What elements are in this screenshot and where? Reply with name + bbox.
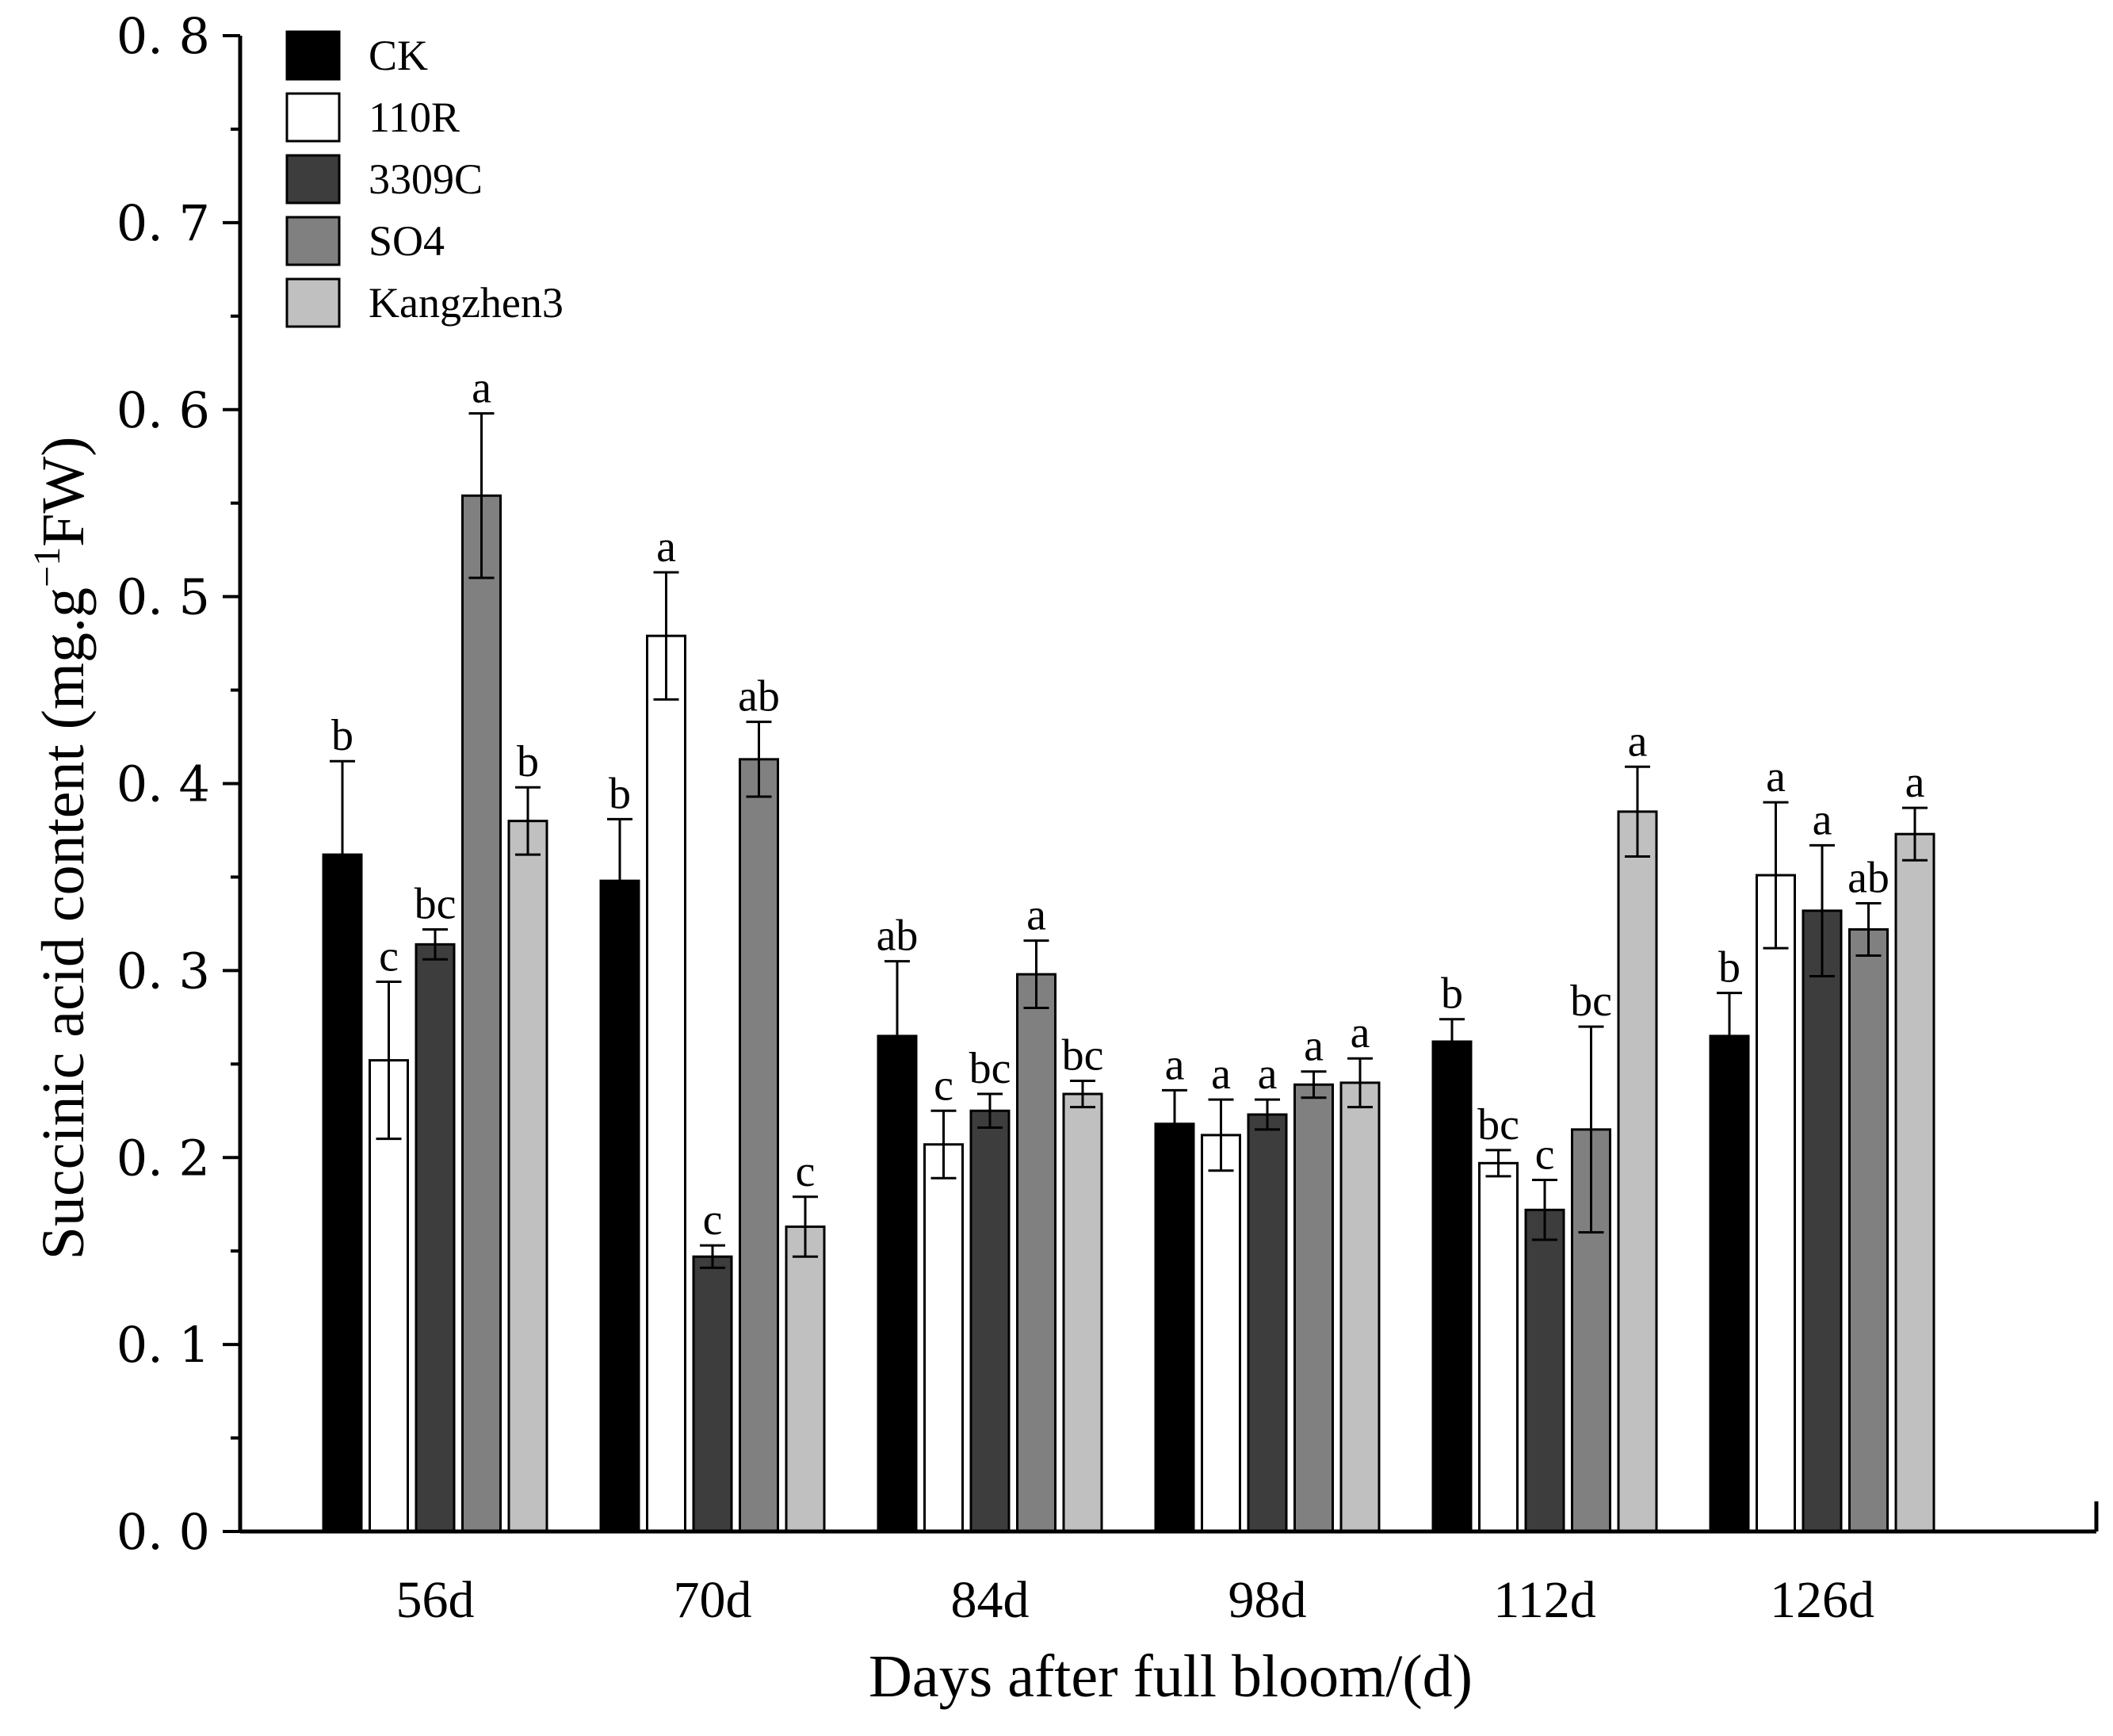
bar-Kangzhen3-56d — [507, 820, 548, 1533]
bar-SO4-98d — [1293, 1083, 1334, 1533]
y-tick-label: 0. 5 — [117, 568, 210, 626]
significance-label-3309C-126d: a — [1813, 795, 1832, 844]
significance-label-Kangzhen3-56d: b — [517, 737, 539, 786]
legend-label-3309C: 3309C — [369, 155, 483, 203]
y-tick-label: 0. 8 — [117, 7, 210, 65]
error-bars-layer — [330, 411, 1928, 1269]
significance-label-Kangzhen3-84d: bc — [1062, 1031, 1104, 1080]
significance-label-SO4-112d: bc — [1570, 977, 1612, 1026]
significance-label-3309C-56d: bc — [415, 879, 457, 928]
legend-label-SO4: SO4 — [369, 217, 445, 265]
legend-swatch-3309C — [285, 154, 341, 205]
bar-CK-56d — [322, 853, 363, 1533]
y-tick-label: 0. 3 — [117, 942, 210, 1000]
legend-label-CK: CK — [369, 32, 428, 79]
y-tick-label: 0. 2 — [117, 1129, 210, 1187]
x-category-label: 112d — [1493, 1571, 1596, 1629]
legend-label-Kangzhen3: Kangzhen3 — [369, 279, 564, 327]
x-category-label: 84d — [951, 1571, 1030, 1629]
y-tick-label: 0. 7 — [117, 194, 210, 252]
bar-110R-70d — [646, 634, 686, 1533]
legend-swatch-110R — [285, 92, 341, 143]
bar-Kangzhen3-126d — [1894, 832, 1935, 1533]
significance-label-SO4-98d: a — [1304, 1022, 1324, 1071]
bar-110R-126d — [1756, 874, 1796, 1533]
significance-label-CK-98d: a — [1165, 1040, 1185, 1089]
significance-label-110R-56d: c — [379, 932, 399, 981]
significance-label-CK-84d: ab — [877, 912, 919, 961]
legend-swatch-SO4 — [285, 216, 341, 266]
significance-label-CK-112d: b — [1441, 969, 1463, 1019]
bar-3309C-70d — [692, 1255, 733, 1533]
bar-Kangzhen3-98d — [1339, 1081, 1381, 1533]
y-axis-title-main: Succinic acid content (mg.g — [30, 587, 97, 1260]
significance-label-Kangzhen3-70d: c — [796, 1147, 816, 1196]
y-axis-title: Succinic acid content (mg.g−1FW) — [26, 437, 97, 1260]
bars-layer — [322, 494, 1935, 1533]
significance-label-SO4-56d: a — [472, 363, 491, 412]
significance-label-CK-56d: b — [331, 711, 353, 760]
bar-CK-70d — [599, 879, 640, 1533]
bar-110R-98d — [1201, 1134, 1241, 1533]
bar-3309C-84d — [969, 1109, 1011, 1533]
x-category-label: 56d — [396, 1571, 475, 1629]
bar-CK-112d — [1431, 1040, 1473, 1533]
legend-label-110R: 110R — [369, 94, 460, 141]
bar-3309C-126d — [1802, 909, 1843, 1533]
significance-label-SO4-70d: ab — [738, 672, 780, 721]
significance-label-CK-126d: b — [1718, 943, 1740, 992]
x-category-label: 70d — [674, 1571, 752, 1629]
significance-label-110R-98d: a — [1211, 1050, 1231, 1099]
bar-110R-112d — [1478, 1161, 1519, 1533]
significance-label-3309C-84d: bc — [969, 1044, 1011, 1093]
x-category-label: 126d — [1770, 1571, 1874, 1629]
y-tick-label: 0. 6 — [117, 381, 210, 439]
x-category-label: 98d — [1228, 1571, 1307, 1629]
x-axis-title: Days after full bloom/(d) — [869, 1643, 1473, 1710]
y-tick-label: 0. 1 — [117, 1316, 210, 1374]
significance-label-Kangzhen3-126d: a — [1905, 758, 1925, 807]
bar-SO4-84d — [1016, 973, 1056, 1533]
significance-label-Kangzhen3-112d: a — [1628, 717, 1648, 766]
bar-Kangzhen3-84d — [1062, 1092, 1103, 1533]
bar-110R-84d — [923, 1143, 964, 1533]
significance-label-SO4-126d: ab — [1847, 853, 1889, 902]
significance-label-110R-70d: a — [656, 522, 676, 572]
bar-SO4-126d — [1848, 927, 1889, 1533]
bar-3309C-98d — [1247, 1113, 1288, 1533]
bar-SO4-70d — [739, 758, 779, 1533]
significance-label-CK-70d: b — [609, 769, 631, 818]
legend-swatch-Kangzhen3 — [285, 277, 341, 328]
significance-label-3309C-98d: a — [1258, 1050, 1278, 1099]
significance-label-3309C-112d: c — [1535, 1130, 1555, 1180]
axes-layer: 0. 0 0. 1 0. 2 0. 3 0. 4 0. 5 0. 6 0. 7 0. 8 56d 7… — [117, 7, 2099, 1629]
y-tick-label: 0. 0 — [117, 1503, 210, 1561]
significance-label-Kangzhen3-98d: a — [1351, 1008, 1370, 1057]
bar-CK-84d — [877, 1034, 918, 1533]
legend: CK 110R 3309C SO4 Kangzhen3 — [285, 30, 564, 328]
bar-3309C-112d — [1524, 1208, 1565, 1533]
significance-label-110R-84d: c — [934, 1061, 953, 1110]
bar-SO4-56d — [461, 494, 502, 1533]
bar-3309C-56d — [415, 943, 456, 1533]
y-axis-title-superscript: −1 — [26, 547, 68, 587]
y-axis-title-end: FW) — [30, 437, 97, 547]
y-tick-label: 0. 4 — [117, 755, 210, 813]
bar-Kangzhen3-112d — [1617, 810, 1658, 1533]
bar-CK-126d — [1709, 1034, 1750, 1533]
legend-swatch-CK — [285, 30, 341, 81]
significance-label-SO4-84d: a — [1026, 891, 1046, 940]
significance-label-110R-126d: a — [1766, 752, 1786, 801]
bar-CK-98d — [1154, 1122, 1195, 1533]
significance-label-110R-112d: bc — [1477, 1100, 1519, 1149]
significance-label-3309C-70d: c — [703, 1195, 723, 1245]
bar-Kangzhen3-70d — [785, 1226, 826, 1533]
